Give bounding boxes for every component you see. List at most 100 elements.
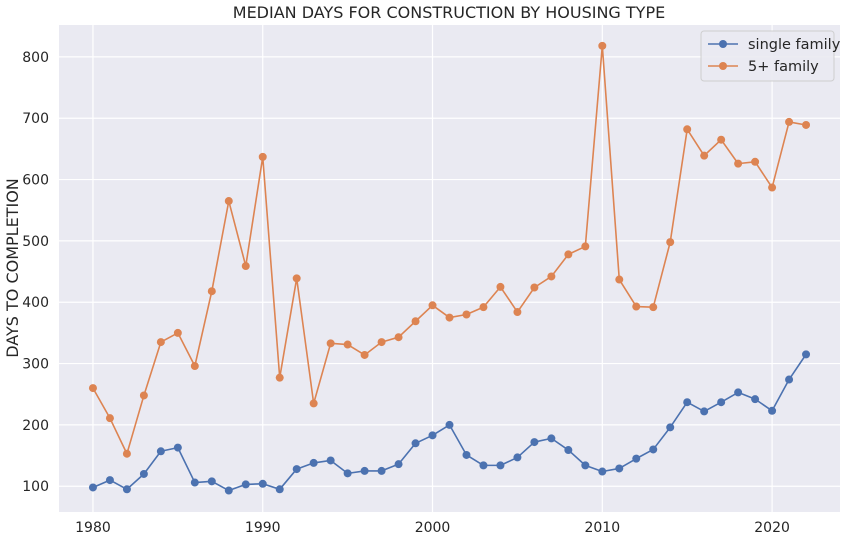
series-single-family bbox=[88, 350, 811, 495]
data-point-5plus-family bbox=[581, 242, 590, 251]
data-point-single-family bbox=[377, 466, 386, 475]
data-point-5plus-family bbox=[445, 313, 454, 322]
y-tick-label: 100 bbox=[22, 479, 49, 495]
data-point-5plus-family bbox=[717, 135, 726, 144]
data-point-single-family bbox=[394, 460, 403, 469]
data-point-single-family bbox=[241, 480, 250, 489]
data-point-5plus-family bbox=[751, 157, 760, 166]
chart-title: MEDIAN DAYS FOR CONSTRUCTION BY HOUSING … bbox=[233, 3, 665, 22]
data-point-5plus-family bbox=[309, 399, 318, 408]
data-point-single-family bbox=[615, 464, 624, 473]
data-point-single-family bbox=[802, 350, 811, 359]
data-point-single-family bbox=[462, 450, 471, 459]
x-tick-label: 2000 bbox=[415, 520, 451, 536]
x-tick-label: 1980 bbox=[75, 520, 111, 536]
data-point-5plus-family bbox=[377, 338, 386, 347]
data-point-single-family bbox=[717, 398, 726, 407]
y-tick-label: 200 bbox=[22, 418, 49, 434]
data-point-5plus-family bbox=[564, 250, 573, 259]
data-point-single-family bbox=[190, 478, 199, 487]
data-point-5plus-family bbox=[105, 414, 114, 423]
data-point-5plus-family bbox=[666, 238, 675, 247]
data-point-single-family bbox=[428, 431, 437, 440]
data-point-5plus-family bbox=[768, 183, 777, 192]
series-5plus-family bbox=[88, 41, 811, 458]
y-tick-label: 700 bbox=[22, 111, 49, 127]
data-point-5plus-family bbox=[785, 117, 794, 126]
data-point-single-family bbox=[734, 388, 743, 397]
data-point-single-family bbox=[496, 461, 505, 470]
data-point-5plus-family bbox=[615, 275, 624, 284]
data-point-5plus-family bbox=[802, 120, 811, 129]
data-point-single-family bbox=[547, 434, 556, 443]
data-point-single-family bbox=[411, 439, 420, 448]
y-axis-title: DAYS TO COMPLETION bbox=[3, 178, 22, 358]
data-point-single-family bbox=[292, 465, 301, 474]
y-tick-label: 800 bbox=[22, 50, 49, 66]
plot-area bbox=[59, 25, 840, 512]
data-point-single-family bbox=[649, 445, 658, 454]
data-point-5plus-family bbox=[224, 197, 233, 206]
data-point-5plus-family bbox=[598, 41, 607, 50]
data-point-single-family bbox=[275, 485, 284, 494]
data-point-5plus-family bbox=[88, 384, 97, 393]
data-point-single-family bbox=[207, 477, 216, 486]
data-point-single-family bbox=[683, 398, 692, 407]
data-point-single-family bbox=[309, 458, 318, 467]
data-point-single-family bbox=[632, 454, 641, 463]
data-point-5plus-family bbox=[411, 317, 420, 326]
data-point-5plus-family bbox=[649, 303, 658, 312]
data-point-5plus-family bbox=[275, 373, 284, 382]
data-point-single-family bbox=[326, 456, 335, 465]
data-point-5plus-family bbox=[530, 283, 539, 292]
data-point-5plus-family bbox=[292, 274, 301, 283]
data-point-5plus-family bbox=[394, 333, 403, 342]
data-point-5plus-family bbox=[683, 125, 692, 134]
y-tick-label: 500 bbox=[22, 234, 49, 250]
data-point-single-family bbox=[258, 479, 267, 488]
data-point-5plus-family bbox=[190, 362, 199, 371]
x-tick-label: 1990 bbox=[245, 520, 281, 536]
data-point-single-family bbox=[156, 447, 165, 456]
data-point-5plus-family bbox=[207, 287, 216, 296]
data-point-single-family bbox=[224, 486, 233, 495]
data-point-single-family bbox=[360, 466, 369, 475]
legend-marker-single-family bbox=[719, 40, 727, 48]
series-layer bbox=[88, 41, 811, 495]
data-point-single-family bbox=[598, 467, 607, 476]
data-point-single-family bbox=[700, 407, 709, 416]
data-point-5plus-family bbox=[122, 449, 131, 458]
x-tick-label: 2020 bbox=[754, 520, 790, 536]
data-point-5plus-family bbox=[156, 338, 165, 347]
data-point-single-family bbox=[445, 420, 454, 429]
data-point-5plus-family bbox=[360, 350, 369, 359]
data-point-single-family bbox=[785, 375, 794, 384]
data-point-5plus-family bbox=[734, 159, 743, 168]
data-point-5plus-family bbox=[139, 391, 148, 400]
data-point-single-family bbox=[105, 476, 114, 485]
data-point-5plus-family bbox=[258, 152, 267, 161]
data-point-single-family bbox=[343, 469, 352, 478]
legend-label-single-family: single family bbox=[748, 37, 841, 53]
data-point-5plus-family bbox=[632, 302, 641, 311]
y-tick-label: 300 bbox=[22, 357, 49, 373]
data-point-single-family bbox=[139, 469, 148, 478]
data-point-single-family bbox=[513, 453, 522, 462]
data-point-single-family bbox=[173, 443, 182, 452]
data-point-single-family bbox=[122, 485, 131, 494]
data-point-5plus-family bbox=[326, 339, 335, 348]
data-point-single-family bbox=[88, 483, 97, 492]
data-point-5plus-family bbox=[479, 303, 488, 312]
data-point-5plus-family bbox=[343, 340, 352, 349]
y-tick-label: 600 bbox=[22, 173, 49, 189]
data-point-5plus-family bbox=[462, 310, 471, 319]
data-point-single-family bbox=[666, 423, 675, 432]
x-tick-label: 2010 bbox=[584, 520, 620, 536]
data-point-5plus-family bbox=[241, 262, 250, 271]
data-point-5plus-family bbox=[428, 301, 437, 310]
data-point-single-family bbox=[768, 406, 777, 415]
data-point-5plus-family bbox=[496, 282, 505, 291]
legend-marker-5plus-family bbox=[719, 62, 727, 70]
data-point-5plus-family bbox=[173, 328, 182, 337]
